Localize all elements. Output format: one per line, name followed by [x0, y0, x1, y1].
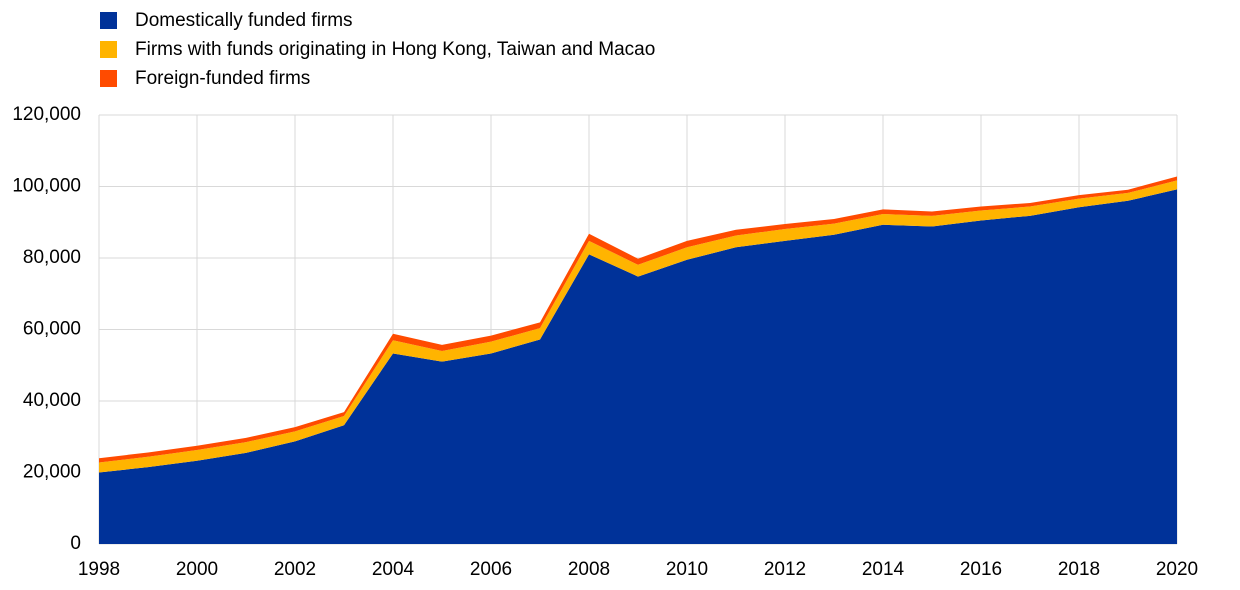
legend-swatch	[100, 41, 117, 58]
x-tick-label: 1998	[78, 559, 120, 580]
y-tick-label: 20,000	[23, 462, 81, 483]
area	[99, 189, 1177, 545]
x-tick-label: 2018	[1058, 559, 1100, 580]
y-tick-label: 40,000	[23, 390, 81, 411]
y-tick-label: 80,000	[23, 247, 81, 268]
y-tick-label: 0	[70, 533, 81, 554]
legend-swatch	[100, 70, 117, 87]
x-tick-label: 2010	[666, 559, 708, 580]
legend-label: Domestically funded firms	[135, 10, 353, 31]
x-tick-label: 2006	[470, 559, 512, 580]
legend-label: Foreign-funded firms	[135, 68, 310, 89]
x-tick-label: 2000	[176, 559, 218, 580]
legend-swatch	[100, 12, 117, 29]
x-tick-label: 2012	[764, 559, 806, 580]
x-tick-label: 2020	[1156, 559, 1198, 580]
x-tick-label: 2014	[862, 559, 905, 580]
x-tick-label: 2008	[568, 559, 610, 580]
y-tick-label: 100,000	[12, 176, 81, 197]
y-tick-label: 120,000	[12, 104, 81, 125]
x-tick-label: 2016	[960, 559, 1002, 580]
x-tick-label: 2002	[274, 559, 316, 580]
x-tick-label: 2004	[372, 559, 415, 580]
y-tick-label: 60,000	[23, 319, 81, 340]
legend-label: Firms with funds originating in Hong Kon…	[135, 39, 655, 60]
